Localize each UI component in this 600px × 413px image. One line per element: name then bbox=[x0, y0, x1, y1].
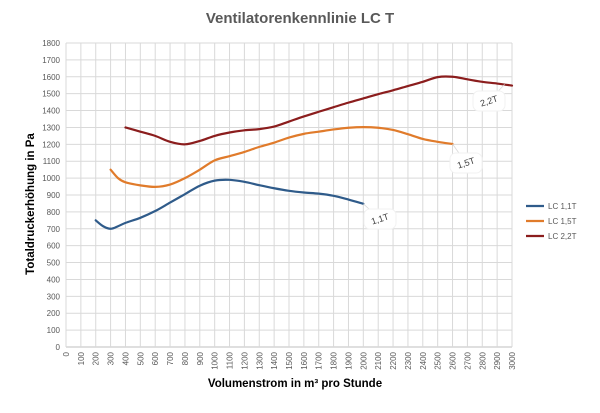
x-tick-label: 500 bbox=[136, 351, 145, 365]
x-tick-label: 2200 bbox=[389, 351, 398, 369]
series bbox=[94, 75, 514, 230]
x-tick-label: 400 bbox=[121, 351, 130, 365]
x-tick-label: 200 bbox=[92, 351, 101, 365]
axes: 0100200300400500600700800900100011001200… bbox=[42, 39, 517, 370]
legend-label: LC 1,1T bbox=[548, 202, 577, 211]
x-tick-label: 1600 bbox=[300, 351, 309, 369]
y-tick-label: 1400 bbox=[42, 107, 60, 116]
x-tick-label: 300 bbox=[107, 351, 116, 365]
x-tick-label: 1100 bbox=[226, 351, 235, 369]
y-tick-label: 100 bbox=[47, 326, 61, 335]
x-tick-label: 1300 bbox=[255, 351, 264, 369]
legend: LC 1,1T LC 1,5T LC 2,2T bbox=[526, 202, 577, 241]
x-tick-label: 2900 bbox=[493, 351, 502, 369]
series-line bbox=[124, 75, 514, 146]
chart-title: Ventilatorenkennlinie LC T bbox=[206, 10, 394, 27]
x-tick-label: 1200 bbox=[240, 351, 249, 369]
y-tick-label: 500 bbox=[47, 259, 61, 268]
x-tick-label: 2700 bbox=[463, 351, 472, 369]
callout-box bbox=[363, 208, 397, 230]
x-tick-label: 0 bbox=[62, 351, 71, 356]
callouts: 1,1T1,5T2,2T bbox=[363, 84, 506, 230]
y-tick-label: 800 bbox=[47, 208, 61, 217]
y-tick-label: 1800 bbox=[42, 39, 60, 48]
legend-label: LC 2,2T bbox=[548, 232, 577, 241]
callout-box bbox=[472, 90, 506, 112]
x-tick-label: 2400 bbox=[419, 351, 428, 369]
x-tick-label: 800 bbox=[181, 351, 190, 365]
y-tick-label: 1500 bbox=[42, 90, 60, 99]
x-tick-label: 2600 bbox=[449, 351, 458, 369]
y-tick-label: 400 bbox=[47, 275, 61, 284]
x-tick-label: 1900 bbox=[344, 351, 353, 369]
x-tick-label: 2000 bbox=[359, 351, 368, 369]
x-tick-label: 700 bbox=[166, 351, 175, 365]
x-tick-label: 2800 bbox=[478, 351, 487, 369]
y-axis-title: Totaldruckerhöhung in Pa bbox=[25, 133, 37, 275]
y-tick-label: 700 bbox=[47, 225, 61, 234]
x-tick-label: 1500 bbox=[285, 351, 294, 369]
y-tick-label: 1200 bbox=[42, 140, 60, 149]
x-tick-label: 100 bbox=[77, 351, 86, 365]
y-tick-label: 600 bbox=[47, 242, 61, 251]
y-tick-label: 300 bbox=[47, 292, 61, 301]
x-tick-label: 2500 bbox=[434, 351, 443, 369]
y-tick-label: 1700 bbox=[42, 56, 60, 65]
x-tick-label: 3000 bbox=[508, 351, 517, 369]
y-tick-label: 1000 bbox=[42, 174, 60, 183]
x-axis-title: Volumenstrom in m³ pro Stunde bbox=[208, 378, 382, 390]
series-line bbox=[94, 178, 365, 230]
y-tick-label: 1300 bbox=[42, 123, 60, 132]
callout-box bbox=[449, 152, 483, 174]
x-tick-label: 600 bbox=[151, 351, 160, 365]
x-tick-label: 1800 bbox=[330, 351, 339, 369]
x-tick-label: 900 bbox=[196, 351, 205, 365]
y-tick-label: 0 bbox=[56, 343, 61, 352]
y-tick-label: 200 bbox=[47, 309, 61, 318]
y-tick-label: 1100 bbox=[43, 157, 61, 166]
legend-label: LC 1,5T bbox=[548, 217, 577, 226]
y-tick-label: 1600 bbox=[42, 73, 60, 82]
x-tick-label: 2100 bbox=[374, 351, 383, 369]
x-tick-label: 1000 bbox=[211, 351, 220, 369]
x-tick-label: 1700 bbox=[315, 351, 324, 369]
x-tick-label: 1400 bbox=[270, 351, 279, 369]
y-tick-label: 900 bbox=[47, 191, 61, 200]
grid bbox=[65, 42, 513, 348]
x-tick-label: 2300 bbox=[404, 351, 413, 369]
series-line bbox=[109, 126, 454, 188]
